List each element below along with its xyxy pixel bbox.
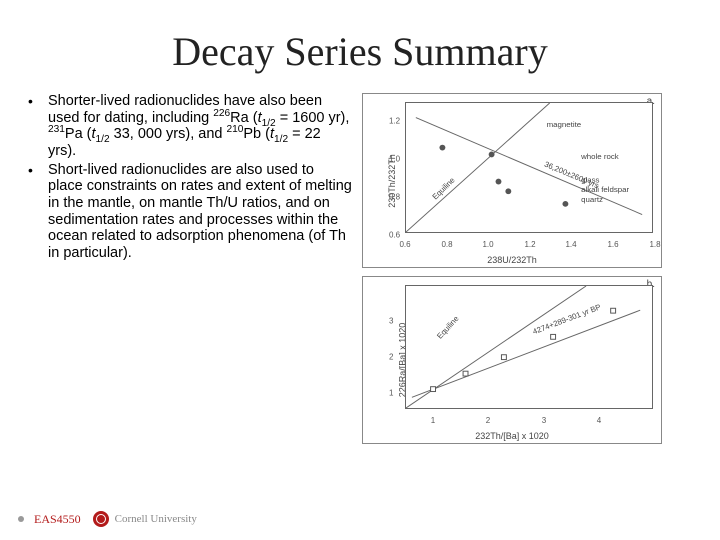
y-tick: 2: [389, 353, 393, 362]
x-tick: 1.6: [607, 240, 618, 249]
x-tick: 3: [542, 416, 546, 425]
svg-text:Equiline: Equiline: [435, 314, 460, 340]
y-tick: 1.2: [389, 117, 400, 126]
svg-text:glass: glass: [581, 176, 599, 185]
cornell-seal-icon: [93, 511, 109, 527]
plot-area-b: Equiline 4274+289-301 yr BP: [405, 285, 653, 409]
y-tick: 1: [389, 389, 393, 398]
isochron-chart-a: 230Th/232Th 238U/232Th a. Equiline: [362, 93, 662, 268]
svg-text:Equiline: Equiline: [431, 176, 457, 202]
chart-a-svg: Equiline magnetite 36,200±2600 yrs whole…: [406, 103, 652, 232]
x-tick: 0.8: [441, 240, 452, 249]
footer: EAS4550 Cornell University: [18, 508, 702, 530]
svg-text:magnetite: magnetite: [547, 120, 581, 129]
figure-column: 230Th/232Th 238U/232Th a. Equiline: [352, 93, 692, 452]
x-tick: 4: [597, 416, 601, 425]
x-tick: 2: [486, 416, 490, 425]
svg-text:4274+289-301 yr BP: 4274+289-301 yr BP: [531, 302, 602, 336]
x-tick: 1.8: [649, 240, 660, 249]
x-axis-label: 232Th/[Ba] x 1020: [475, 431, 549, 441]
course-code: EAS4550: [34, 512, 81, 527]
svg-text:alkali feldspar: alkali feldspar: [581, 185, 629, 194]
slide-title: Decay Series Summary: [0, 0, 720, 93]
svg-text:whole rock: whole rock: [580, 152, 619, 161]
x-tick: 0.6: [399, 240, 410, 249]
footer-dot-icon: [18, 516, 24, 522]
x-tick: 1.2: [524, 240, 535, 249]
y-tick: 0.6: [389, 231, 400, 240]
university-name: Cornell University: [115, 513, 197, 525]
isochron-chart-b: 226Ra/[Ba] x 1020 232Th/[Ba] x 1020 b. E…: [362, 276, 662, 444]
x-tick: 1.4: [565, 240, 576, 249]
bullet-list: Shorter-lived radionuclides have also be…: [22, 93, 352, 262]
plot-area-a: Equiline magnetite 36,200±2600 yrs whole…: [405, 102, 653, 233]
y-tick: 1.0: [389, 155, 400, 164]
x-tick: 1.0: [482, 240, 493, 249]
x-tick: 1: [431, 416, 435, 425]
content-row: Shorter-lived radionuclides have also be…: [0, 93, 720, 452]
y-tick: 3: [389, 317, 393, 326]
bullet-item: Short-lived radionuclides are also used …: [22, 162, 352, 262]
chart-b-svg: Equiline 4274+289-301 yr BP: [406, 286, 652, 408]
x-axis-label: 238U/232Th: [487, 255, 537, 265]
bullet-item: Shorter-lived radionuclides have also be…: [22, 93, 352, 160]
svg-text:quartz: quartz: [581, 195, 603, 204]
y-tick: 0.8: [389, 193, 400, 202]
bullet-column: Shorter-lived radionuclides have also be…: [22, 93, 352, 452]
